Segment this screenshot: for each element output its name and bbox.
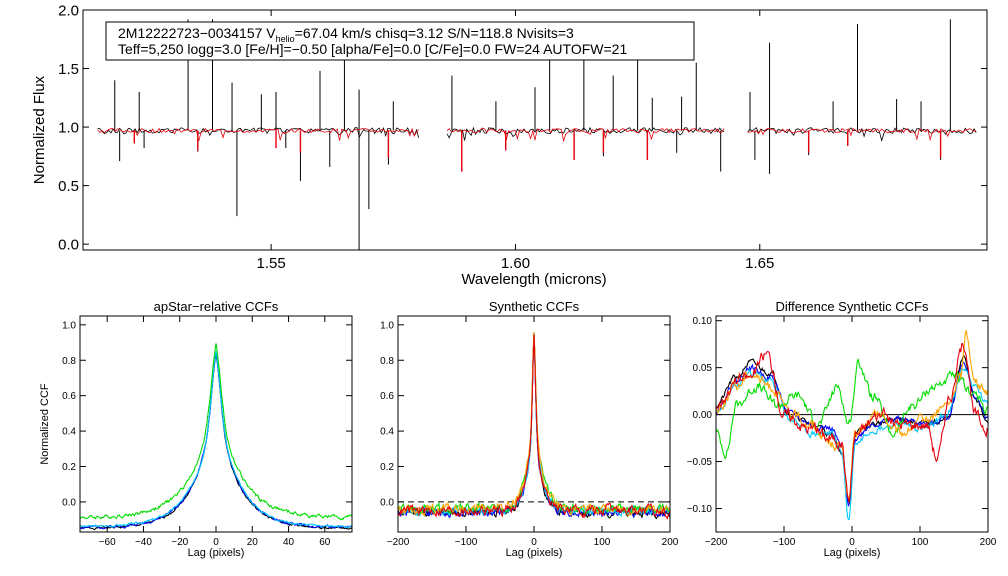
difference-xtick-label: 100 <box>912 537 929 548</box>
synthetic-xlabel: Lag (pixels) <box>506 547 563 559</box>
synthetic-ytick-label: 0.0 <box>380 497 394 508</box>
apstar-ytick-label: 0.2 <box>62 462 76 473</box>
spectrum-xtick-label: 1.60 <box>501 255 530 272</box>
spectrum-annotation: 2M12222723−0034157 Vhelio=67.04 km/s chi… <box>105 21 695 61</box>
difference-ytick-label: 0.10 <box>693 316 713 327</box>
apstar-frame <box>79 315 353 533</box>
spectrum-xtick-label: 1.55 <box>257 255 286 272</box>
difference-title: Difference Synthetic CCFs <box>776 299 929 314</box>
annotation-subscript: helio <box>276 34 295 44</box>
spectrum-series-model <box>97 127 977 172</box>
apstar-ytick-label: 0.6 <box>62 391 76 402</box>
difference-series-layer <box>716 329 988 521</box>
apstar-xtick-label: −20 <box>171 537 188 548</box>
annotation-stats: =67.04 km/s chisq=3.12 S/N=118.8 Nvisits… <box>295 25 574 41</box>
annotation-object: 2M12222723−0034157 V <box>118 25 276 41</box>
apstar-series-layer <box>80 343 352 531</box>
difference-diff-6 <box>716 343 988 503</box>
apstar-ccf-2 <box>80 352 352 530</box>
spectrum-observed-chip-2 <box>446 126 725 141</box>
synthetic-ytick-label: 0.8 <box>380 356 394 367</box>
spectrum-panel: 1.55 1.60 1.65 0.0 0.5 1.0 1.5 2.0 Wavelength (… <box>31 2 988 288</box>
synthetic-ytick-label: 0.2 <box>380 462 394 473</box>
difference-xtick-label: −200 <box>705 537 728 548</box>
difference-xtick-label: −100 <box>773 537 796 548</box>
apstar-ytick-label: 0.8 <box>62 356 76 367</box>
difference-ytick-label: −0.10 <box>687 504 713 515</box>
synthetic-ccf-3 <box>398 336 670 518</box>
synthetic-xtick-label: 100 <box>594 537 611 548</box>
synthetic-xtick-label: −200 <box>387 537 410 548</box>
synthetic-axes: −200 −100 0 100 200 0.0 0.2 0.4 0.6 0.8 1.0 <box>380 316 679 548</box>
apstar-xlabel: Lag (pixels) <box>188 547 245 559</box>
difference-xtick-label: 0 <box>849 537 855 548</box>
synthetic-ccf-panel: Synthetic CCFs −200 −100 0 100 200 0.0 0.2 0.4 0… <box>380 299 679 559</box>
spectrum-ytick-label: 1.5 <box>58 61 79 78</box>
apstar-title: apStar−relative CCFs <box>154 299 279 314</box>
synthetic-xtick-label: 200 <box>662 537 679 548</box>
synthetic-title: Synthetic CCFs <box>489 299 580 314</box>
annotation-line-2: Teff=5,250 logg=3.0 [Fe/H]=−0.50 [alpha/… <box>118 41 627 57</box>
apstar-xtick-label: 20 <box>247 537 259 548</box>
difference-xtick-label: 200 <box>980 537 997 548</box>
difference-lines <box>716 329 988 521</box>
apstar-xtick-label: 0 <box>213 537 219 548</box>
difference-diff-3 <box>716 367 988 521</box>
synthetic-ccf-6 <box>398 334 670 520</box>
spectrum-model-chip-1 <box>97 127 420 141</box>
apstar-ccf-3 <box>80 351 352 528</box>
apstar-ccf-4 <box>80 343 352 521</box>
spectrum-ytick-label: 2.0 <box>58 2 79 19</box>
annotation-box <box>105 21 695 61</box>
difference-ytick-label: −0.05 <box>687 457 713 468</box>
annotation-line-1: 2M12222723−0034157 Vhelio=67.04 km/s chi… <box>118 25 574 44</box>
difference-xlabel: Lag (pixels) <box>824 547 881 559</box>
apstar-xtick-label: −40 <box>135 537 152 548</box>
spectrum-axes: 1.55 1.60 1.65 0.0 0.5 1.0 1.5 2.0 <box>58 2 987 272</box>
apstar-ylabel: Normalized CCF <box>39 383 51 465</box>
apstar-xtick-label: −60 <box>99 537 116 548</box>
synthetic-ccf-1 <box>398 332 670 520</box>
apstar-ccf-panel: apStar−relative CCFs −60 −40 −20 0 20 40 60 0.0… <box>39 299 353 559</box>
synthetic-lines <box>398 331 670 520</box>
apstar-ccf-1 <box>80 353 352 531</box>
synthetic-ccf-5 <box>398 331 670 518</box>
spectrum-ytick-label: 1.0 <box>58 119 79 136</box>
apstar-xtick-label: 40 <box>283 537 295 548</box>
apstar-lines <box>80 343 352 531</box>
synthetic-ccf-2 <box>398 332 670 519</box>
difference-ccf-panel: Difference Synthetic CCFs −200 −100 0 100 20… <box>687 299 997 559</box>
apstar-ytick-label: 1.0 <box>62 320 76 331</box>
synthetic-xtick-label: −100 <box>455 537 478 548</box>
synthetic-ccf-4 <box>398 334 670 516</box>
difference-axes: −200 −100 0 100 200 −0.10 −0.05 0.00 0.05 0.10 <box>687 316 997 548</box>
spectrum-frame <box>82 9 988 251</box>
spectrum-xlabel: Wavelength (microns) <box>461 271 606 288</box>
spectrum-ytick-label: 0.0 <box>58 236 79 253</box>
difference-frame <box>715 315 989 533</box>
difference-ytick-label: 0.00 <box>693 410 713 421</box>
spectrum-ylabel: Normalized Flux <box>31 75 48 184</box>
synthetic-ytick-label: 0.4 <box>380 427 394 438</box>
spectrum-xtick-label: 1.65 <box>745 255 774 272</box>
apstar-ytick-label: 0.0 <box>62 497 76 508</box>
spectrum-model-chip-2 <box>446 127 725 143</box>
synthetic-ytick-label: 0.6 <box>380 391 394 402</box>
difference-ytick-label: 0.05 <box>693 363 713 374</box>
spectrum-series-observed <box>97 19 977 250</box>
apstar-xtick-label: 60 <box>319 537 331 548</box>
synthetic-xtick-label: 0 <box>531 537 537 548</box>
apstar-axes: −60 −40 −20 0 20 40 60 0.0 0.2 0.4 0.6 0.8 1.0 <box>62 316 352 548</box>
spectrum-series-layer <box>97 19 977 250</box>
apstar-ytick-label: 0.4 <box>62 427 76 438</box>
spectrum-model-chip-3 <box>747 127 977 142</box>
spectrum-observed-chip-1 <box>97 126 420 139</box>
synthetic-series-layer <box>398 331 670 520</box>
synthetic-ytick-label: 1.0 <box>380 320 394 331</box>
spectrum-ytick-label: 0.5 <box>58 178 79 195</box>
difference-diff-4 <box>716 358 988 460</box>
